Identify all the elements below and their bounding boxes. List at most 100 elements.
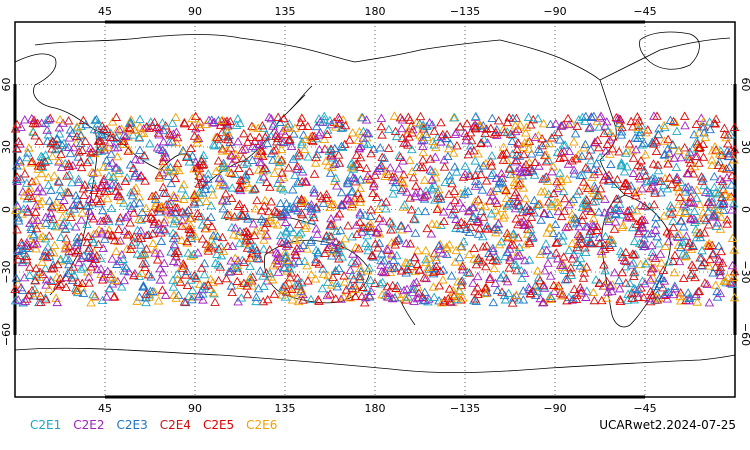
occultation-marker [684, 292, 695, 302]
occultation-marker [344, 135, 355, 144]
occultation-marker [477, 185, 488, 194]
occultation-marker [63, 188, 74, 197]
occultation-marker [612, 174, 623, 184]
occultation-marker [35, 233, 46, 242]
occultation-marker [595, 152, 605, 161]
occultation-marker [368, 188, 378, 197]
occultation-marker [12, 225, 22, 234]
occultation-marker [403, 140, 413, 149]
occultation-marker [395, 112, 406, 122]
occultation-marker [111, 112, 122, 121]
occultation-marker [665, 115, 676, 124]
occultation-marker [639, 201, 650, 210]
occultation-marker [645, 286, 656, 296]
occultation-marker [576, 234, 586, 243]
occultation-marker [434, 281, 445, 290]
occultation-marker [179, 179, 189, 189]
occultation-marker [206, 212, 216, 221]
occultation-marker [676, 216, 687, 225]
occultation-marker [141, 244, 152, 253]
occultation-marker [75, 157, 86, 166]
occultation-marker [87, 175, 97, 184]
occultation-marker [254, 132, 265, 141]
occultation-marker [575, 253, 586, 263]
occultation-marker [206, 200, 216, 210]
occultation-marker [215, 162, 226, 171]
occultation-marker [170, 173, 181, 183]
occultation-marker [403, 223, 413, 233]
occultation-marker [420, 191, 430, 200]
occultation-marker [489, 263, 499, 272]
occultation-marker [586, 145, 596, 154]
occultation-marker [189, 199, 200, 208]
occultation-marker [536, 186, 546, 196]
occultation-marker [223, 209, 233, 219]
occultation-marker [13, 246, 23, 255]
occultation-marker [326, 280, 337, 289]
occultation-marker [270, 206, 280, 215]
occultation-marker [169, 192, 180, 202]
occultation-marker [104, 216, 114, 226]
occultation-marker [323, 270, 333, 280]
occultation-marker [31, 175, 41, 185]
occultation-marker [491, 222, 501, 231]
occultation-marker [470, 176, 481, 186]
occultation-marker [70, 222, 81, 231]
occultation-marker [610, 217, 621, 226]
bottom-lon-label: −135 [450, 402, 480, 415]
occultation-marker [165, 162, 176, 172]
occultation-marker [718, 196, 729, 205]
occultation-marker [406, 205, 417, 214]
occultation-marker [136, 233, 147, 242]
occultation-marker [331, 122, 341, 131]
occultation-marker [149, 117, 160, 126]
occultation-marker [187, 285, 198, 294]
occultation-marker [449, 112, 460, 122]
occultation-marker [279, 262, 289, 272]
occultation-marker [388, 255, 399, 264]
occultation-marker [178, 145, 188, 155]
occultation-marker [717, 176, 728, 186]
occultation-marker [321, 156, 331, 165]
occultation-marker [109, 235, 120, 245]
occultation-marker [186, 143, 196, 152]
occultation-marker [435, 266, 445, 275]
occultation-marker [129, 237, 139, 246]
occultation-marker [629, 236, 640, 246]
occultation-marker [46, 201, 57, 210]
occultation-marker [481, 261, 491, 271]
occultation-marker [141, 297, 151, 307]
occultation-marker [709, 171, 720, 181]
occultation-marker [569, 284, 580, 293]
occultation-marker [720, 276, 731, 285]
occultation-marker [663, 144, 673, 153]
occultation-marker [294, 235, 305, 244]
occultation-marker [154, 225, 165, 234]
occultation-marker [470, 294, 480, 303]
occultation-marker [500, 295, 511, 304]
occultation-marker [707, 160, 717, 169]
occultation-marker [271, 255, 281, 264]
occultation-marker [23, 148, 33, 157]
occultation-marker [130, 154, 141, 164]
occultation-marker [525, 289, 536, 298]
occultation-marker [146, 272, 156, 281]
occultation-marker [115, 213, 126, 222]
occultation-marker [468, 211, 479, 220]
occultation-marker [411, 277, 422, 286]
occultation-marker [177, 215, 188, 225]
occultation-marker [681, 202, 691, 211]
occultation-marker [13, 216, 24, 225]
right-lat-label: 60 [739, 78, 750, 92]
occultation-marker [599, 208, 610, 217]
occultation-marker [59, 138, 69, 147]
occultation-marker [387, 280, 398, 290]
occultation-marker [187, 294, 197, 304]
occultation-marker [502, 200, 512, 210]
occultation-marker [411, 117, 422, 127]
occultation-marker [330, 143, 340, 153]
occultation-marker [652, 290, 663, 299]
occultation-marker [518, 183, 529, 192]
occultation-marker [282, 255, 292, 264]
occultation-marker [275, 198, 286, 208]
